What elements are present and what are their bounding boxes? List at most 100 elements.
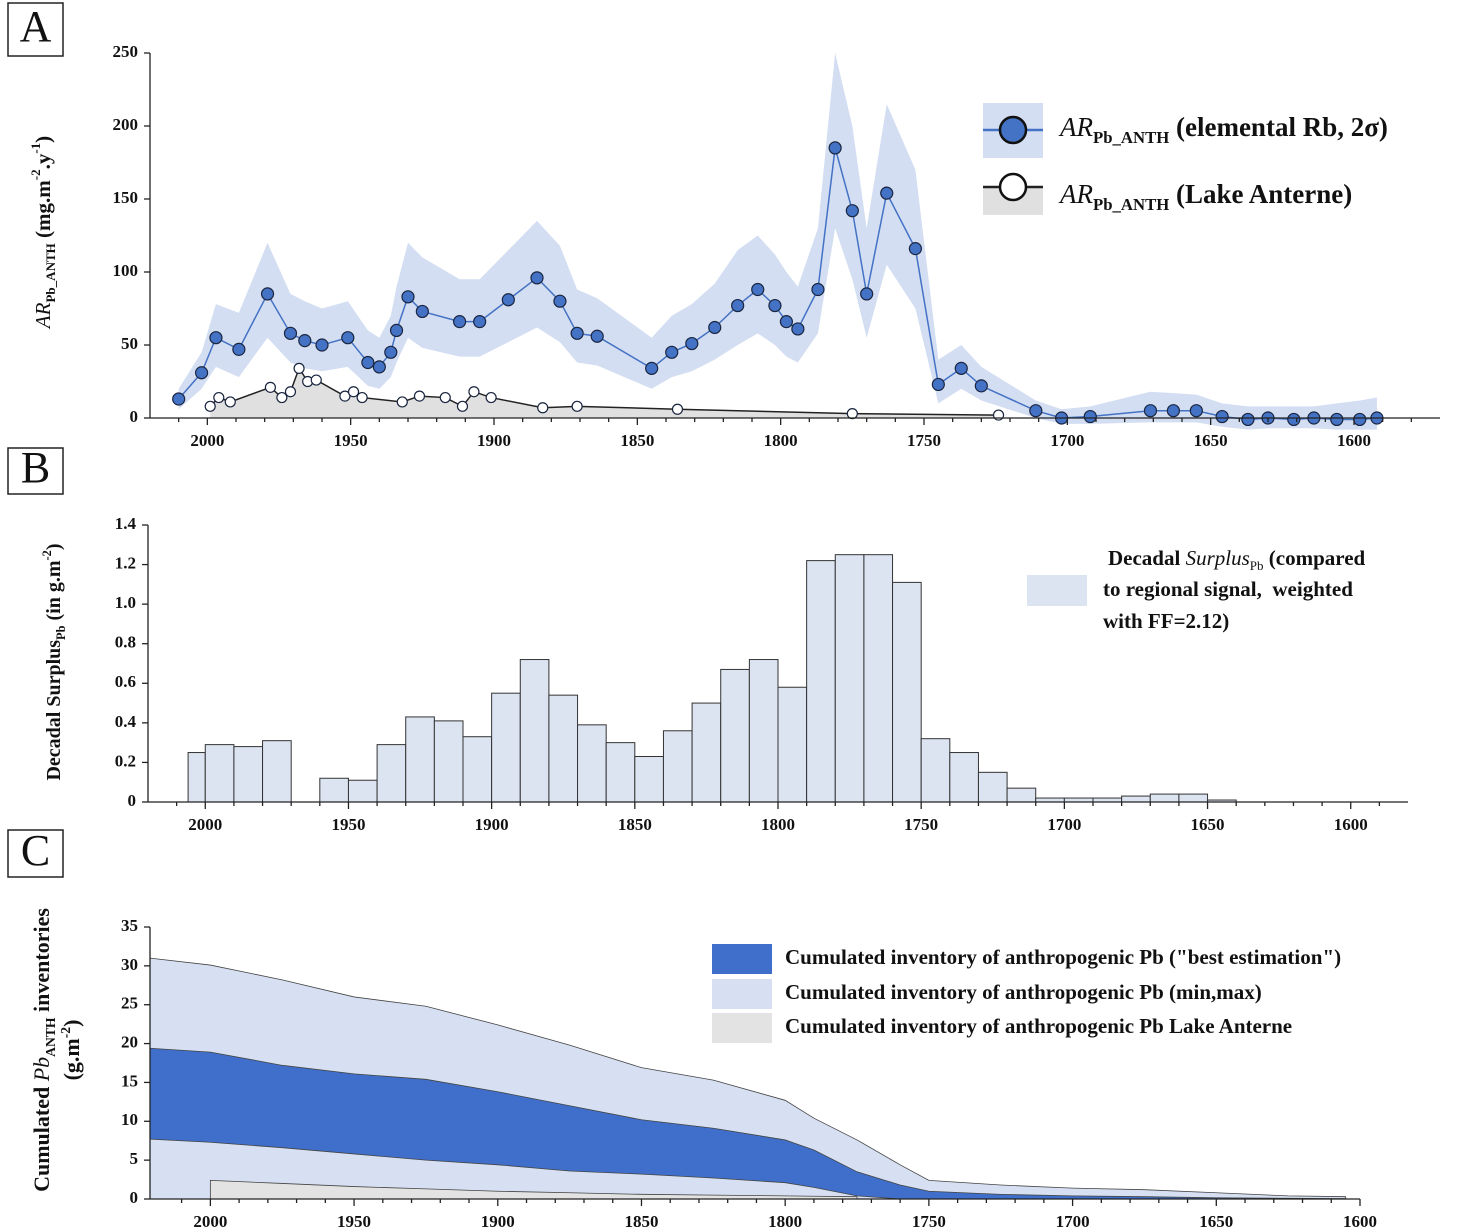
- marker: [396, 396, 408, 408]
- marker: [468, 386, 480, 398]
- marker: [361, 355, 375, 370]
- legend-swatch: [712, 944, 772, 974]
- y-tick-label: 0: [130, 407, 139, 426]
- x-tick-label: 1950: [337, 1212, 371, 1231]
- label-part: inventories: [29, 908, 54, 1018]
- y-tick-label: 200: [113, 115, 139, 134]
- marker: [284, 386, 297, 398]
- y-tick-label: 50: [121, 334, 138, 353]
- label-part: (elemental Rb, 2σ): [1169, 112, 1388, 142]
- marker: [1241, 412, 1255, 427]
- marker: [590, 329, 604, 343]
- bar: [262, 740, 292, 803]
- y-axis-label: ARPb_ANTH (mg.m-2.y-1): [28, 136, 58, 330]
- x-tick-label: 1650: [1191, 815, 1225, 834]
- x-tick-label: 1750: [912, 1212, 946, 1231]
- marker: [501, 293, 515, 307]
- marker: [260, 287, 275, 301]
- y-tick-label: 0: [128, 791, 137, 810]
- label-part: (in g.m: [43, 560, 65, 625]
- y-tick-label: 1.0: [115, 593, 136, 612]
- y-axis-label: Decadal SurplusPb (in g.m-2): [40, 543, 68, 780]
- marker: [224, 396, 236, 408]
- panel-box: [7, 447, 64, 495]
- label-part: AR: [31, 302, 55, 330]
- bar: [187, 752, 206, 803]
- y-tick-label: 5: [130, 1149, 139, 1168]
- y-axis-label: (g.m-2): [58, 1020, 84, 1081]
- panel-label: A: [20, 2, 52, 51]
- label-part: ): [43, 543, 65, 550]
- bar: [1121, 795, 1151, 803]
- x-tick-label: 1900: [477, 431, 511, 450]
- y-tick-label: 0.8: [115, 633, 136, 652]
- panel-label: B: [21, 443, 50, 492]
- x-tick-label: 1750: [907, 431, 941, 450]
- legend-label: Cumulated inventory of anthropogenic Pb …: [785, 980, 1262, 1004]
- marker: [485, 391, 497, 404]
- label-part: Cumulated: [29, 1081, 54, 1192]
- y-tick-label: 15: [121, 1071, 138, 1090]
- marker: [372, 360, 386, 374]
- marker: [298, 334, 312, 348]
- y-tick-label: 250: [113, 42, 139, 61]
- label-part: AR: [1058, 112, 1093, 142]
- legend-label: with FF=2.12): [1103, 609, 1229, 633]
- bar: [491, 692, 521, 803]
- marker: [571, 400, 583, 412]
- legend-label: Cumulated inventory of anthropogenic Pb …: [785, 945, 1341, 969]
- bar: [1006, 787, 1037, 803]
- label-part: Decadal Surplus: [43, 640, 65, 781]
- x-tick-label: 1750: [904, 815, 938, 834]
- marker: [708, 320, 722, 335]
- legend-label: Cumulated inventory of anthropogenic Pb …: [785, 1014, 1292, 1038]
- bar: [347, 779, 378, 803]
- bar: [691, 702, 722, 803]
- marker: [570, 326, 584, 340]
- marker: [195, 366, 209, 380]
- legend-marker: [998, 172, 1028, 202]
- bar: [405, 716, 435, 803]
- marker: [645, 361, 659, 375]
- marker: [1143, 404, 1158, 418]
- bar: [949, 752, 979, 803]
- marker: [791, 322, 805, 336]
- marker: [356, 391, 368, 404]
- x-tick-label: 1900: [481, 1212, 515, 1231]
- marker: [931, 377, 945, 392]
- marker: [339, 390, 351, 402]
- marker: [209, 331, 223, 345]
- marker: [751, 282, 765, 297]
- y-tick-label: 150: [113, 188, 139, 207]
- marker: [384, 345, 398, 359]
- marker: [845, 204, 859, 218]
- legend-swatch: [1027, 575, 1087, 606]
- x-tick-label: 1700: [1056, 1212, 1090, 1231]
- label-part: Surplus: [1186, 546, 1250, 570]
- marker: [1215, 409, 1229, 424]
- label-part: Pb_ANTH: [1093, 195, 1169, 214]
- marker: [473, 315, 487, 329]
- bar: [577, 724, 607, 803]
- legend-label: ARPb_ANTH (elemental Rb, 2σ): [1058, 112, 1388, 147]
- y-tick-label: 100: [113, 261, 139, 280]
- x-tick-label: 1700: [1050, 431, 1084, 450]
- label-part: ANTH: [43, 1017, 58, 1057]
- y-axis-label: Cumulated PbANTH inventories: [29, 908, 58, 1192]
- marker: [1166, 404, 1181, 418]
- label-part: Pb_ANTH: [43, 243, 58, 302]
- marker: [276, 391, 288, 404]
- label-part: ): [59, 1020, 84, 1027]
- panel-box: [7, 2, 64, 57]
- marker: [341, 331, 355, 345]
- label-part: -1: [28, 143, 43, 154]
- marker: [264, 381, 276, 393]
- marker: [204, 400, 216, 412]
- y-tick-label: 35: [121, 916, 138, 935]
- y-tick-label: 0.6: [115, 672, 136, 691]
- label-part: -2: [58, 1027, 73, 1039]
- bar: [748, 659, 779, 803]
- marker: [685, 336, 699, 351]
